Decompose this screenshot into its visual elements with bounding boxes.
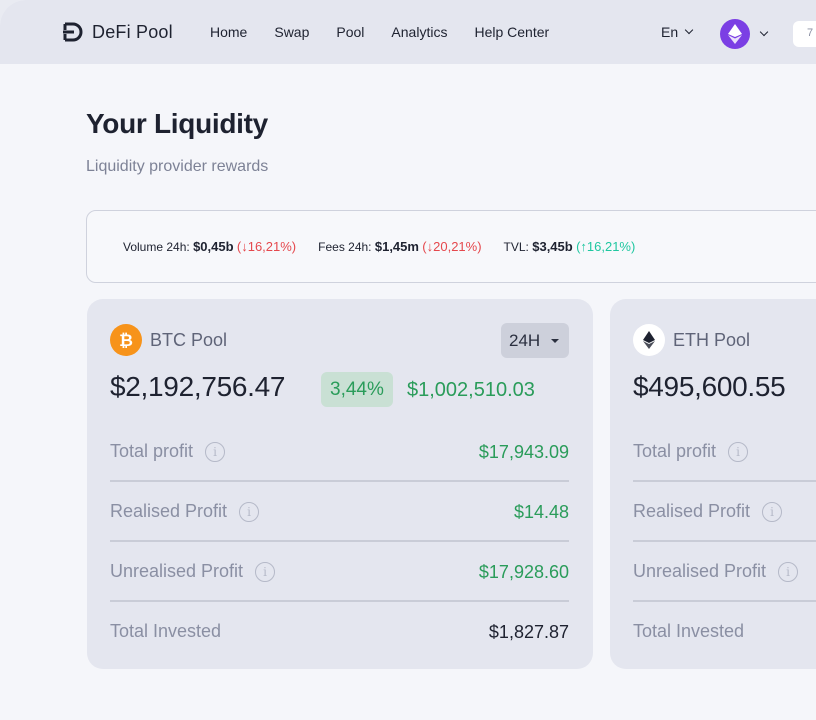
pool-name: BTC Pool xyxy=(150,330,228,350)
bitcoin-icon: ₿ xyxy=(110,324,142,356)
row-label: Total Invested xyxy=(633,621,745,641)
brand-name: DeFi Pool xyxy=(92,21,173,42)
nav-swap[interactable]: Swap xyxy=(274,24,310,40)
divider xyxy=(110,540,569,542)
stat-tvl: TVL: $3,45b (↑16,21%) xyxy=(504,239,636,254)
stat-label: Volume 24h: xyxy=(123,240,190,254)
row-label: Realised Profit xyxy=(110,501,228,521)
info-icon[interactable]: i xyxy=(255,561,276,582)
page-title: Your Liquidity xyxy=(86,108,268,139)
stat-value: $0,45b xyxy=(193,239,234,254)
row-label: Unrealised Profit xyxy=(110,561,244,581)
row-label: Total Invested xyxy=(110,621,222,641)
info-icon[interactable]: i xyxy=(778,561,799,582)
pool-total-value: $495,600.55 xyxy=(633,371,786,402)
change-percent-badge: 3,44% xyxy=(321,372,393,407)
row-total-profit: Total profit i $17,943.09 xyxy=(110,441,569,501)
chevron-down-icon xyxy=(759,27,769,37)
row-realised-profit: Realised Profit i xyxy=(633,501,816,561)
info-icon[interactable]: i xyxy=(239,501,260,522)
language-selector[interactable]: En xyxy=(661,24,694,40)
nav-pool[interactable]: Pool xyxy=(336,24,365,40)
row-total-profit: Total profit i xyxy=(633,441,816,501)
divider xyxy=(633,540,816,542)
row-realised-profit: Realised Profit i $14.48 xyxy=(110,501,569,561)
row-label: Realised Profit xyxy=(633,501,751,521)
divider xyxy=(110,480,569,482)
ethereum-icon xyxy=(720,19,750,49)
row-value: $14.48 xyxy=(513,502,569,522)
divider xyxy=(110,600,569,602)
main-nav: Home Swap Pool Analytics Help Center xyxy=(210,24,576,40)
page-subtitle: Liquidity provider rewards xyxy=(86,158,269,175)
divider xyxy=(633,480,816,482)
svg-text:₿: ₿ xyxy=(119,331,133,350)
pool-total-value: $2,192,756.47 xyxy=(110,371,286,402)
stat-value: $3,45b xyxy=(532,239,573,254)
divider xyxy=(633,600,816,602)
stat-value: $1,45m xyxy=(374,239,419,254)
nav-home[interactable]: Home xyxy=(210,24,248,40)
row-value: $17,928.60 xyxy=(478,562,569,582)
info-icon[interactable]: i xyxy=(762,501,783,522)
info-icon[interactable]: i xyxy=(728,441,749,462)
stat-label: Fees 24h: xyxy=(318,240,372,254)
pool-card-btc: ₿ BTC Pool 24H $2,192,756.47 3,44% $1,00… xyxy=(87,299,593,669)
row-value: $17,943.09 xyxy=(478,442,569,462)
row-value: $1,827.87 xyxy=(488,622,569,642)
top-navbar: DeFi Pool Home Swap Pool Analytics Help … xyxy=(0,0,816,64)
pool-card-eth: ETH Pool $495,600.55 Total profit i Reali… xyxy=(610,299,816,669)
info-icon[interactable]: i xyxy=(205,441,226,462)
stat-fees: Fees 24h: $1,45m (↓20,21%) xyxy=(318,239,481,254)
pool-name: ETH Pool xyxy=(673,330,751,350)
stat-change: (↓16,21%) xyxy=(236,239,297,254)
market-stats-bar: Volume 24h: $0,45b (↓16,21%) Fees 24h: $… xyxy=(86,210,816,283)
chevron-down-icon xyxy=(684,25,694,35)
language-label: En xyxy=(661,24,679,40)
row-unrealised-profit: Unrealised Profit i xyxy=(633,561,816,621)
stat-volume: Volume 24h: $0,45b (↓16,21%) xyxy=(123,239,296,254)
row-label: Total profit xyxy=(110,441,194,461)
change-value: $1,002,510.03 xyxy=(407,379,535,401)
row-total-invested: Total Invested $1,827.87 xyxy=(110,621,569,681)
defi-logo-icon xyxy=(63,22,83,42)
ethereum-icon xyxy=(633,324,665,356)
period-dropdown[interactable]: 24H xyxy=(501,323,569,358)
wallet-menu[interactable] xyxy=(720,19,769,49)
stat-change: (↑16,21%) xyxy=(576,239,636,254)
connect-wallet-button[interactable]: 7 xyxy=(793,21,816,47)
row-label: Total profit xyxy=(633,441,717,461)
nav-analytics[interactable]: Analytics xyxy=(391,24,448,40)
stat-change: (↓20,21%) xyxy=(422,239,482,254)
brand-logo[interactable]: DeFi Pool xyxy=(62,21,173,43)
row-total-invested: Total Invested xyxy=(633,621,816,681)
nav-help-center[interactable]: Help Center xyxy=(474,24,550,40)
row-label: Unrealised Profit xyxy=(633,561,767,581)
stat-label: TVL: xyxy=(503,240,529,254)
row-unrealised-profit: Unrealised Profit i $17,928.60 xyxy=(110,561,569,621)
